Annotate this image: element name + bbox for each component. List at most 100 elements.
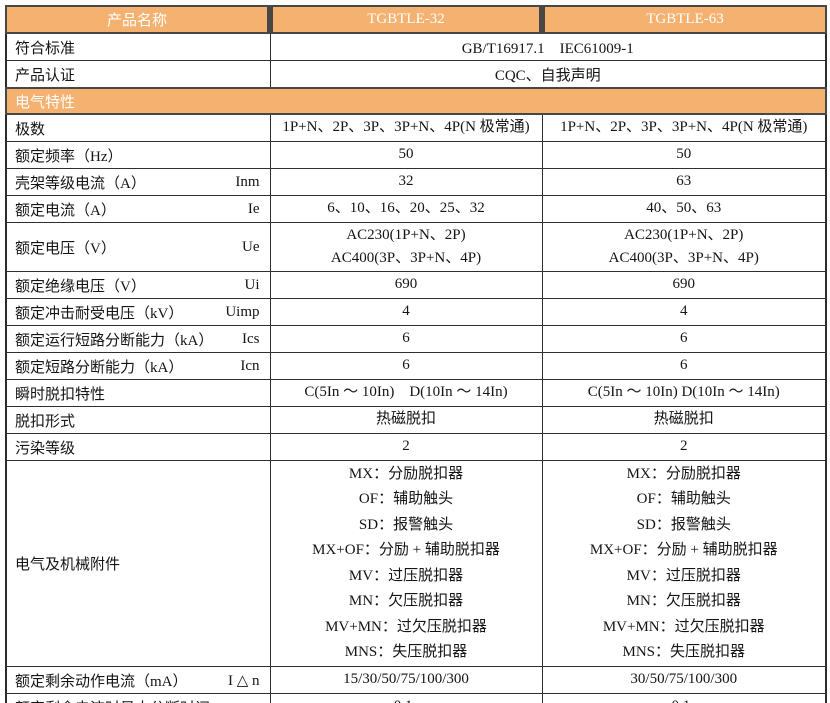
table-row: 符合标准 GB/T16917.1 IEC61009-1 bbox=[5, 32, 827, 61]
value-line: 40、50、63 bbox=[646, 200, 722, 217]
row-label: 污染等级 bbox=[15, 440, 76, 457]
section-header: 电气特性 bbox=[5, 87, 827, 115]
row-label: 极数 bbox=[15, 121, 46, 138]
row-value: C(5In ～ 10In) D(10In ～ 14In) bbox=[541, 379, 827, 407]
row-value: 690 bbox=[541, 271, 827, 299]
row-symbol: Ics bbox=[242, 330, 260, 347]
row-label: 额定冲击耐受电压（kV） bbox=[15, 305, 184, 322]
row-label-wrap: 污染等级 bbox=[7, 437, 269, 458]
row-label: 额定剩余电流时最大分断时间 bbox=[15, 697, 210, 703]
row-label: 额定电流（A） bbox=[15, 202, 116, 219]
value-line: 6 bbox=[680, 330, 688, 347]
row-value: 63 bbox=[541, 168, 827, 196]
row-label-cell: 产品认证 bbox=[5, 60, 271, 89]
row-value: 32 bbox=[269, 168, 543, 196]
value-line: 6 bbox=[402, 330, 410, 347]
table-row: 电气特性 bbox=[5, 87, 827, 115]
value-line: MX+OF：分励 + 辅助脱扣器 bbox=[589, 542, 778, 558]
value-line: 63 bbox=[676, 173, 692, 190]
row-label-wrap: 脱扣形式 bbox=[7, 410, 269, 431]
table-row: 额定电压（V） Ue AC230(1P+N、2P) AC400(3P、3P+N、4P)… bbox=[5, 222, 827, 272]
table-row: 脱扣形式 热磁脱扣 热磁脱扣 bbox=[5, 406, 827, 434]
row-label-wrap: 额定电流（A） Ie bbox=[7, 199, 269, 220]
row-value: 2 bbox=[269, 433, 543, 461]
value-line: 4 bbox=[402, 303, 410, 320]
value-line: MX：分励脱扣器 bbox=[348, 465, 464, 482]
row-symbol: Ue bbox=[242, 238, 260, 255]
table-row: 额定绝缘电压（V） Ui 690 690 bbox=[5, 271, 827, 299]
row-label: 额定运行短路分断能力（kA） bbox=[15, 332, 214, 349]
table-row: 产品认证 CQC、自我声明 bbox=[5, 60, 827, 89]
value-line: 0.1s bbox=[543, 694, 825, 703]
value-line: MNS：失压脱扣器 bbox=[344, 644, 468, 660]
row-value: 热磁脱扣 bbox=[541, 406, 827, 434]
value-line: 690 bbox=[672, 276, 696, 293]
value-line: MV+MN：过欠压脱扣器 bbox=[602, 618, 765, 635]
value-line: AC400(3P、3P+N、4P) bbox=[330, 250, 482, 266]
value-line: 50 bbox=[676, 146, 692, 163]
row-value: 0.1s bbox=[269, 693, 543, 703]
row-label-cell: 脱扣形式 bbox=[5, 406, 271, 434]
row-value: AC230(1P+N、2P) AC400(3P、3P+N、4P) bbox=[269, 222, 543, 272]
value-line: MV：过压脱扣器 bbox=[626, 567, 741, 584]
row-symbol: I △ n bbox=[227, 672, 260, 689]
value-line: 热磁脱扣 bbox=[375, 411, 436, 428]
value-line: 6 bbox=[680, 357, 688, 374]
value-line: AC230(1P+N、2P) bbox=[346, 227, 466, 243]
row-value: 1P+N、2P、3P、3P+N、4P(N 极常通) bbox=[541, 113, 827, 142]
value-line: 2 bbox=[402, 438, 410, 455]
value-line: SD：报警触头 bbox=[636, 516, 731, 533]
row-value: 6 bbox=[269, 325, 543, 353]
row-label-cell: 额定剩余动作电流（mA） I △ n bbox=[5, 666, 271, 694]
row-value: 4 bbox=[541, 298, 827, 326]
row-label-cell: 额定绝缘电压（V） Ui bbox=[5, 271, 271, 299]
row-label: 壳架等级电流（A） bbox=[15, 175, 146, 192]
value-line: 4 bbox=[680, 303, 688, 320]
row-label-wrap: 电气及机械附件 bbox=[7, 553, 269, 574]
value-line: C(5In ～ 10In) D(10In ～ 14In) bbox=[587, 384, 780, 401]
row-label-wrap: 额定电压（V） Ue bbox=[7, 237, 269, 258]
row-value: C(5In ～ 10In) D(10In ～ 14In) bbox=[269, 379, 543, 407]
row-label: 符合标准 bbox=[15, 40, 76, 57]
row-label-cell: 额定电流（A） Ie bbox=[5, 195, 271, 223]
table-row: 瞬时脱扣特性 C(5In ～ 10In) D(10In ～ 14In) C(5In … bbox=[5, 379, 827, 407]
value-line: 690 bbox=[394, 276, 418, 293]
row-value: 50 bbox=[541, 141, 827, 169]
column-header-model: TGBTLE-32 bbox=[267, 5, 543, 34]
row-label-wrap: 额定剩余动作电流（mA） I △ n bbox=[7, 670, 269, 691]
row-label-wrap: 符合标准 bbox=[7, 37, 269, 58]
row-label: 额定短路分断能力（kA） bbox=[15, 359, 184, 376]
column-header-product-name: 产品名称 bbox=[5, 5, 271, 34]
row-value: 30/50/75/100/300 bbox=[541, 666, 827, 694]
row-value: 2 bbox=[541, 433, 827, 461]
value-line: MX：分励脱扣器 bbox=[626, 465, 741, 482]
row-symbol: Inm bbox=[235, 173, 260, 190]
row-label-wrap: 额定频率（Hz） bbox=[7, 145, 269, 166]
row-label-cell: 电气及机械附件 bbox=[5, 460, 271, 667]
row-label-cell: 壳架等级电流（A） Inm bbox=[5, 168, 271, 196]
value-line: MN：欠压脱扣器 bbox=[348, 593, 464, 609]
value-line: C(5In ～ 10In) D(10In ～ 14In) bbox=[304, 384, 508, 401]
table-row: 额定电流（A） Ie 6、10、16、20、25、32 40、50、63 bbox=[5, 195, 827, 223]
row-value: 0.1s bbox=[541, 693, 827, 703]
table-row: 污染等级 2 2 bbox=[5, 433, 827, 461]
row-value: 40、50、63 bbox=[541, 195, 827, 223]
value-line: AC230(1P+N、2P) bbox=[624, 227, 744, 243]
row-label-cell: 污染等级 bbox=[5, 433, 271, 461]
value-line: MV：过压脱扣器 bbox=[348, 567, 464, 584]
row-label-wrap: 额定运行短路分断能力（kA） Ics bbox=[7, 329, 269, 350]
table-row: 壳架等级电流（A） Inm 32 63 bbox=[5, 168, 827, 196]
row-label-cell: 额定剩余电流时最大分断时间 bbox=[5, 693, 271, 703]
row-symbol: Ie bbox=[247, 200, 260, 217]
table-row: 额定运行短路分断能力（kA） Ics 6 6 bbox=[5, 325, 827, 353]
row-label: 产品认证 bbox=[15, 67, 76, 84]
row-value: 15/30/50/75/100/300 bbox=[269, 666, 543, 694]
row-label-wrap: 额定剩余电流时最大分断时间 bbox=[7, 697, 269, 703]
value-line: MNS：失压脱扣器 bbox=[622, 644, 745, 660]
value-line: 30/50/75/100/300 bbox=[630, 671, 738, 688]
value-line: 6、10、16、20、25、32 bbox=[327, 200, 485, 217]
row-value: 6 bbox=[541, 352, 827, 380]
value-line: MX+OF：分励 + 辅助脱扣器 bbox=[312, 542, 500, 558]
value-line: OF：辅助触头 bbox=[636, 491, 731, 507]
